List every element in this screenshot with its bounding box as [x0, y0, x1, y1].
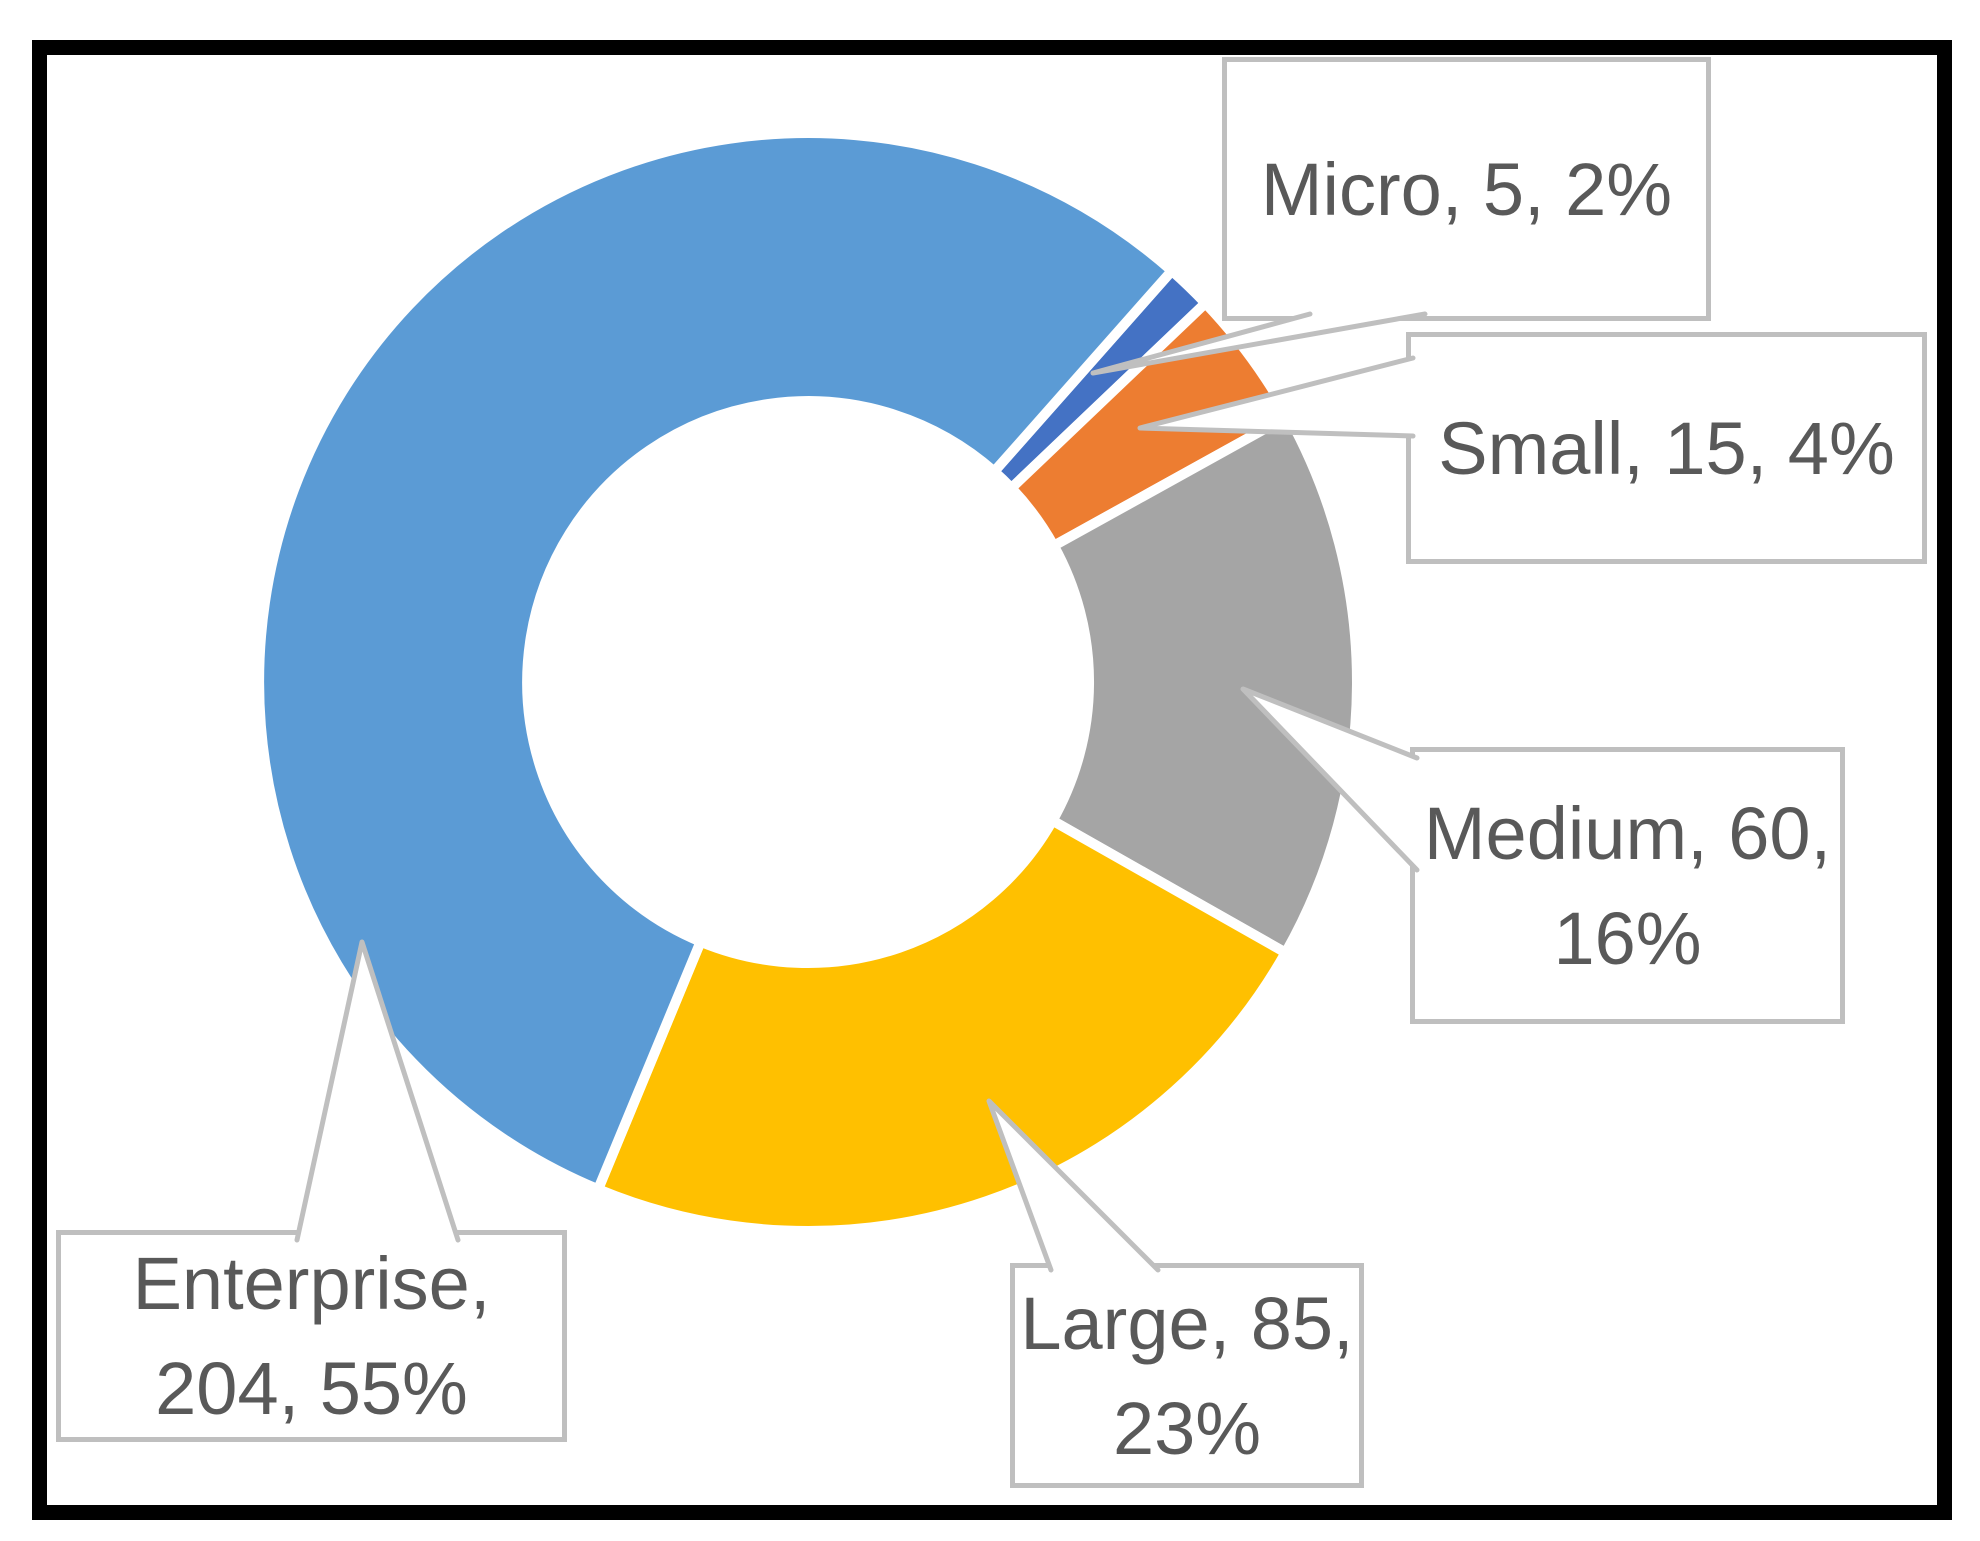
data-label-micro: Micro, 5, 2%: [1222, 57, 1711, 321]
data-label-micro-text: Micro, 5, 2%: [1260, 147, 1673, 231]
data-label-large: Large, 85, 23%: [1010, 1263, 1364, 1488]
data-label-small: Small, 15, 4%: [1406, 332, 1927, 564]
data-label-large-text: Large, 85, 23%: [1020, 1281, 1354, 1470]
data-label-enterprise: Enterprise, 204, 55%: [56, 1230, 567, 1442]
slice-enterprise: [254, 128, 1179, 1196]
data-label-enterprise-text: Enterprise, 204, 55%: [132, 1242, 491, 1430]
data-label-small-text: Small, 15, 4%: [1438, 406, 1895, 490]
data-label-medium: Medium, 60, 16%: [1410, 747, 1845, 1024]
data-label-medium-text: Medium, 60, 16%: [1423, 791, 1832, 980]
figure-border: [32, 40, 1952, 1520]
